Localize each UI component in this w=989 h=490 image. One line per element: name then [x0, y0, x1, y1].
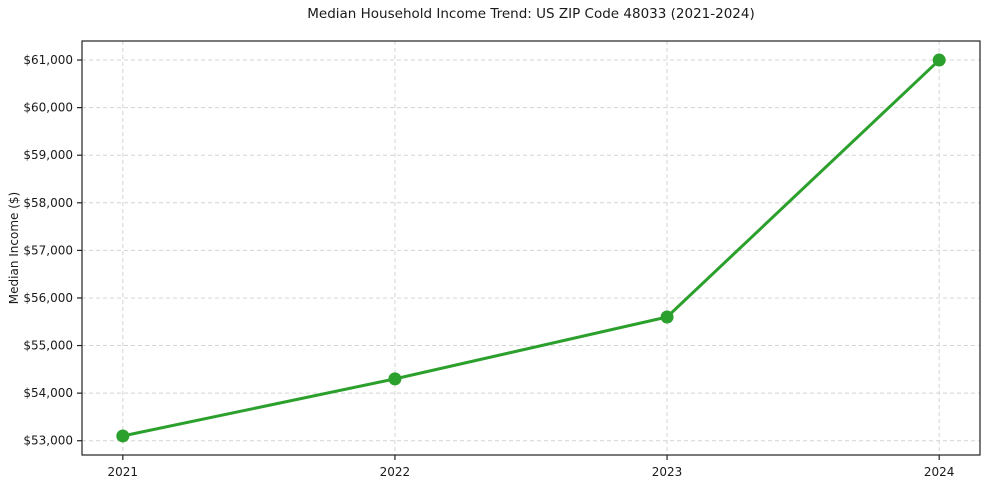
y-tick-label: $53,000 — [23, 434, 73, 448]
y-tick-label: $60,000 — [23, 101, 73, 115]
data-point-2024 — [932, 53, 946, 67]
y-tick-label: $55,000 — [23, 339, 73, 353]
y-tick-label: $54,000 — [23, 386, 73, 400]
x-tick-label: 2023 — [652, 465, 683, 479]
axes-frame — [81, 40, 981, 456]
y-tick-label: $57,000 — [23, 243, 73, 257]
trend-line — [121, 58, 941, 438]
x-tick-label: 2021 — [108, 465, 139, 479]
y-tick-label: $56,000 — [23, 291, 73, 305]
x-tick-label: 2024 — [924, 465, 955, 479]
y-tick-label: $58,000 — [23, 196, 73, 210]
x-tick-label: 2022 — [380, 465, 411, 479]
data-point-2023 — [660, 310, 674, 324]
data-point-2022 — [388, 372, 402, 386]
chart-title: Median Household Income Trend: US ZIP Co… — [307, 6, 755, 22]
y-tick-label: $61,000 — [23, 53, 73, 67]
y-tick-label: $59,000 — [23, 148, 73, 162]
data-point-2021 — [116, 429, 130, 443]
